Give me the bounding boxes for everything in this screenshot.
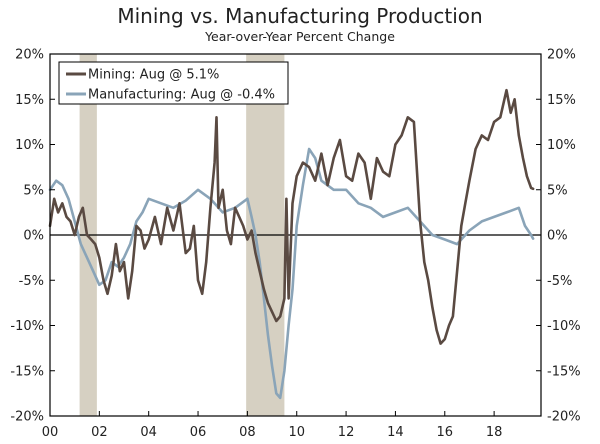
x-tick-label: 16	[437, 425, 454, 440]
series-line-mining	[48, 88, 535, 345]
y-tick-label-left: -20%	[10, 410, 44, 425]
y-tick-label-right: 0%	[547, 229, 568, 244]
legend-label-manufacturing: Manufacturing: Aug @ -0.4%	[88, 88, 275, 103]
x-tick-label: 10	[288, 425, 305, 440]
y-tick-label-left: 15%	[15, 93, 44, 108]
y-tick-label-left: 0%	[23, 229, 44, 244]
y-tick-label-right: 10%	[547, 138, 576, 153]
y-tick-label-right: -15%	[547, 364, 581, 379]
legend: Mining: Aug @ 5.1% Manufacturing: Aug @ …	[58, 61, 289, 105]
y-tick-label-left: 5%	[23, 183, 44, 198]
x-tick-label: 00	[42, 425, 59, 440]
y-tick-label-right: 5%	[547, 183, 568, 198]
y-tick-label-left: -5%	[19, 274, 44, 289]
chart-title: Mining vs. Manufacturing Production	[117, 4, 483, 28]
y-tick-label-left: -15%	[10, 364, 44, 379]
x-tick-label: 18	[486, 425, 503, 440]
y-tick-label-right: -5%	[547, 274, 572, 289]
x-tick-label: 12	[338, 425, 355, 440]
x-tick-label: 14	[387, 425, 404, 440]
legend-box	[58, 61, 289, 105]
y-tick-label-left: -10%	[10, 319, 44, 334]
y-tick-label-right: 20%	[547, 48, 576, 63]
y-tick-label-left: 10%	[15, 138, 44, 153]
chart-subtitle: Year-over-Year Percent Change	[205, 29, 395, 44]
y-tick-label-right: -20%	[547, 410, 581, 425]
y-tick-label-right: 15%	[547, 93, 576, 108]
y-tick-label-left: 20%	[15, 48, 44, 63]
x-tick-label: 04	[140, 425, 157, 440]
y-tick-label-right: -10%	[547, 319, 581, 334]
x-tick-label: 06	[190, 425, 207, 440]
x-tick-label: 02	[91, 425, 108, 440]
series-line-manufacturing	[48, 147, 535, 400]
legend-label-mining: Mining: Aug @ 5.1%	[88, 68, 219, 83]
x-tick-label: 08	[239, 425, 256, 440]
